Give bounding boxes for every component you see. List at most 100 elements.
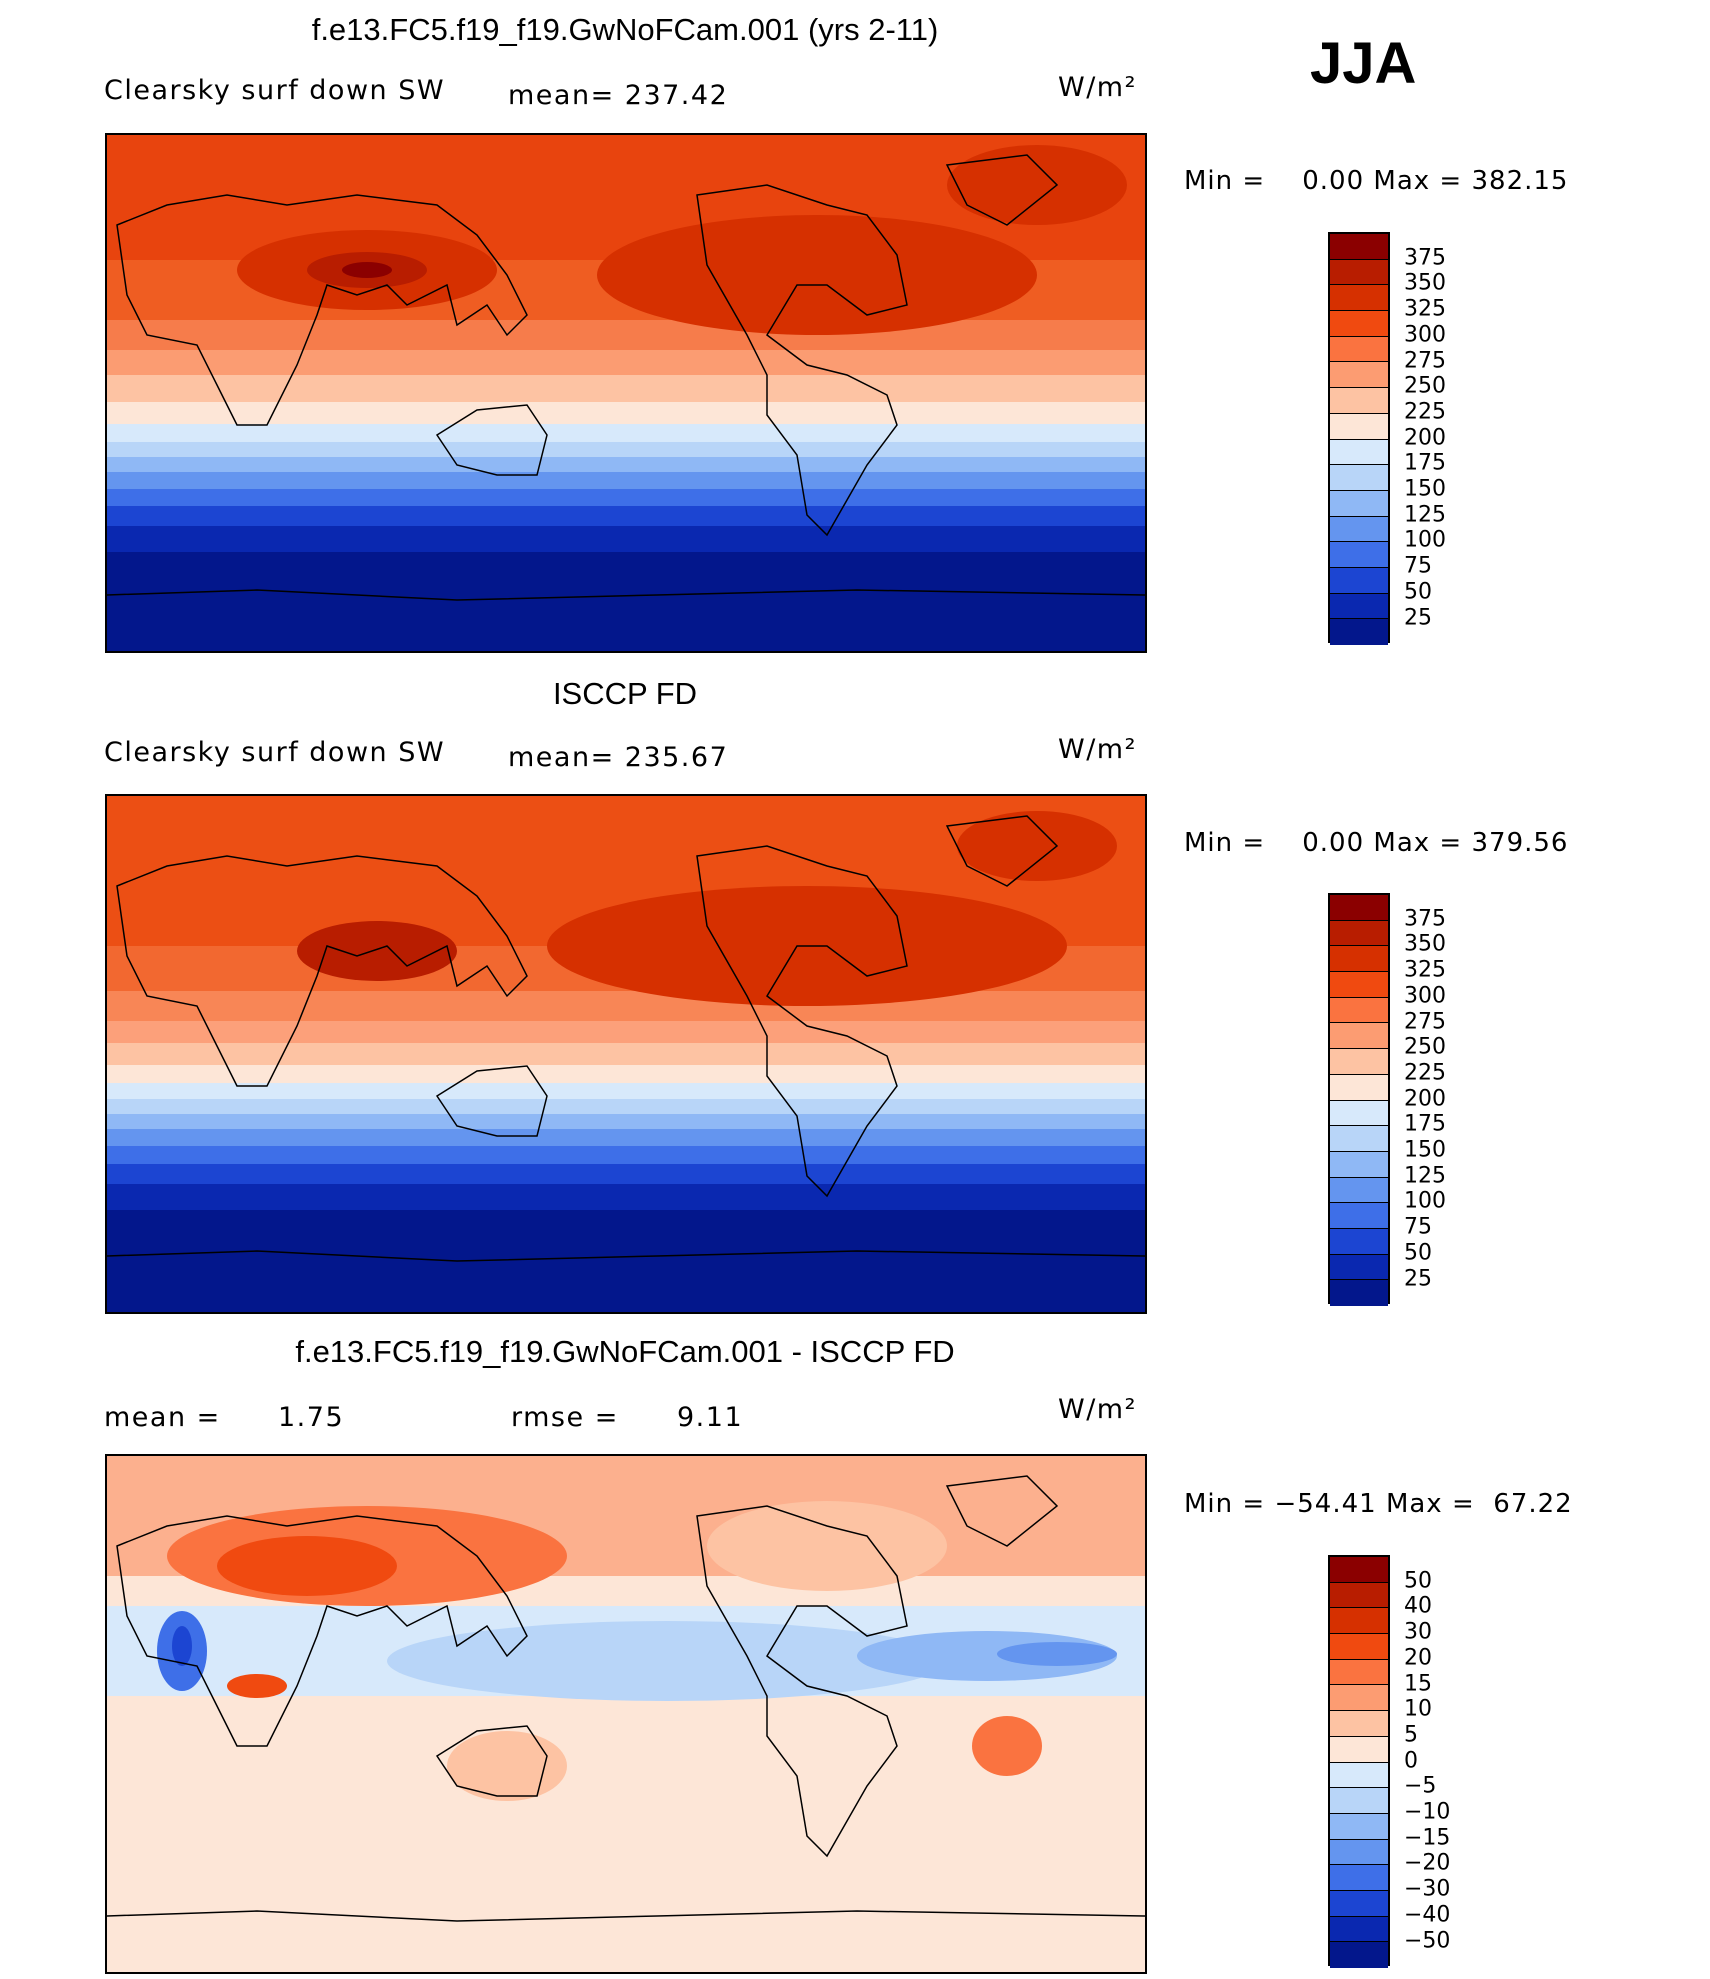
colorbar-label: 300 [1404, 983, 1446, 1009]
colorbar-label: 250 [1404, 1034, 1446, 1060]
panel1-map [105, 133, 1147, 653]
panel3-colorbar-cell [1330, 1711, 1388, 1737]
colorbar-label: 150 [1404, 476, 1446, 502]
colorbar-label: 300 [1404, 322, 1446, 348]
colorbar-label: 75 [1404, 1214, 1432, 1240]
panel2-minmax: Min = 0.00 Max = 379.56 [1184, 828, 1568, 858]
panel1-colorbar-cell [1330, 490, 1388, 517]
colorbar-label: 375 [1404, 245, 1446, 271]
panel1-min-label: Min = [1184, 166, 1266, 196]
colorbar-label: 175 [1404, 450, 1446, 476]
panel2-title: ISCCP FD [552, 676, 698, 711]
panel2-colorbar-cell [1330, 1177, 1388, 1204]
panel1-colorbar-cell [1330, 311, 1388, 337]
colorbar-label: 100 [1404, 527, 1446, 553]
colorbar-label: −20 [1404, 1850, 1451, 1876]
colorbar-label: 125 [1404, 1163, 1446, 1189]
panel2-colorbar-cell [1330, 920, 1388, 947]
panel3-colorbar-cell [1330, 1865, 1388, 1891]
colorbar-label: 20 [1404, 1645, 1432, 1671]
colorbar-label: 375 [1404, 906, 1446, 932]
panel2-colorbar-cell [1330, 1254, 1388, 1281]
panel1-colorbar [1328, 232, 1390, 645]
panel1-units: W/m² [1058, 72, 1137, 103]
panel2-colorbar-cell [1330, 1023, 1388, 1050]
panel1-colorbar-cell [1330, 439, 1388, 466]
colorbar-label: −15 [1404, 1825, 1451, 1851]
panel2-colorbar-cell [1330, 1203, 1388, 1229]
panel2-max-value: 379.56 [1471, 828, 1569, 858]
colorbar-label: −30 [1404, 1876, 1451, 1902]
colorbar-label: −10 [1404, 1799, 1451, 1825]
panel3-colorbar-cell [1330, 1942, 1388, 1968]
panel3-title: f.e13.FC5.f19_f19.GwNoFCam.001 - ISCCP F… [295, 1334, 955, 1369]
panel3-max-label: Max = [1385, 1489, 1475, 1519]
panel3-mean-value: 1.75 [278, 1402, 345, 1433]
colorbar-label: 200 [1404, 1086, 1446, 1112]
colorbar-label: 25 [1404, 605, 1432, 630]
panel2-max-label: Max = [1373, 828, 1463, 858]
panel2-map [105, 794, 1147, 1314]
panel1-minmax: Min = 0.00 Max = 382.15 [1184, 166, 1568, 196]
panel3-colorbar-cell [1330, 1813, 1388, 1840]
panel1-colorbar-cell [1330, 593, 1388, 620]
panel3-minmax: Min = −54.41 Max = 67.22 [1184, 1489, 1573, 1519]
panel2-colorbar-cell [1330, 1126, 1388, 1152]
colorbar-label: 175 [1404, 1111, 1446, 1137]
panel2-colorbar-cell [1330, 997, 1388, 1024]
panel3-colorbar-cell [1330, 1685, 1388, 1712]
colorbar-label: 50 [1404, 579, 1432, 605]
colorbar-label: 275 [1404, 348, 1446, 373]
colorbar-label: 200 [1404, 425, 1446, 451]
panel1-max-label: Max = [1373, 166, 1463, 196]
colorbar-label: 225 [1404, 1060, 1446, 1086]
colorbar-label: 350 [1404, 270, 1446, 296]
panel1-colorbar-cell [1330, 388, 1388, 414]
panel3-colorbar-cell [1330, 1582, 1388, 1609]
colorbar-label: 325 [1404, 957, 1446, 983]
colorbar-label: 40 [1404, 1593, 1432, 1619]
panel1-colorbar-cell [1330, 234, 1388, 260]
panel2-units: W/m² [1058, 734, 1137, 765]
panel3-colorbar-cell [1330, 1839, 1388, 1866]
colorbar-label: 275 [1404, 1009, 1446, 1034]
panel3-colorbar [1328, 1555, 1390, 1968]
panel1-mean: mean= 237.42 [508, 80, 729, 111]
colorbar-label: 50 [1404, 1568, 1432, 1594]
panel3-min-label: Min = [1184, 1489, 1266, 1519]
colorbar-label: −40 [1404, 1902, 1451, 1928]
colorbar-label: 225 [1404, 399, 1446, 425]
panel2-min-value: 0.00 [1302, 828, 1365, 858]
colorbar-label: 350 [1404, 931, 1446, 957]
panel3-rmse-label: rmse = [511, 1402, 619, 1433]
colorbar-label: −5 [1404, 1773, 1437, 1799]
panel2-colorbar-cell [1330, 1280, 1388, 1306]
panel2-min-label: Min = [1184, 828, 1266, 858]
panel2-colorbar-cell [1330, 972, 1388, 998]
panel1-colorbar-cell [1330, 619, 1388, 645]
colorbar-label: 100 [1404, 1188, 1446, 1214]
panel3-rmse-value: 9.11 [677, 1402, 744, 1433]
panel3-mean-label: mean = [104, 1402, 221, 1433]
colorbar-label: 0 [1404, 1748, 1418, 1774]
colorbar-label: −50 [1404, 1928, 1451, 1953]
panel1-title: f.e13.FC5.f19_f19.GwNoFCam.001 (yrs 2-11… [311, 12, 939, 47]
panel1-colorbar-cell [1330, 336, 1388, 363]
season-label: JJA [1310, 31, 1417, 96]
panel3-colorbar-cell [1330, 1788, 1388, 1814]
colorbar-label: 250 [1404, 373, 1446, 399]
colorbar-label: 75 [1404, 553, 1432, 579]
panel1-colorbar-cell [1330, 465, 1388, 491]
panel2-colorbar [1328, 893, 1390, 1306]
panel3-min-value: −54.41 [1274, 1489, 1377, 1519]
panel2-colorbar-cell [1330, 1228, 1388, 1255]
panel3-colorbar-cell [1330, 1916, 1388, 1943]
panel1-variable: Clearsky surf down SW [104, 75, 446, 106]
panel1-colorbar-cell [1330, 259, 1388, 286]
colorbar-label: 325 [1404, 296, 1446, 322]
panel2-colorbar-cell [1330, 1074, 1388, 1101]
panel1-colorbar-cell [1330, 567, 1388, 594]
panel2-colorbar-cell [1330, 895, 1388, 921]
panel1-colorbar-cell [1330, 542, 1388, 568]
panel2-colorbar-cell [1330, 946, 1388, 973]
